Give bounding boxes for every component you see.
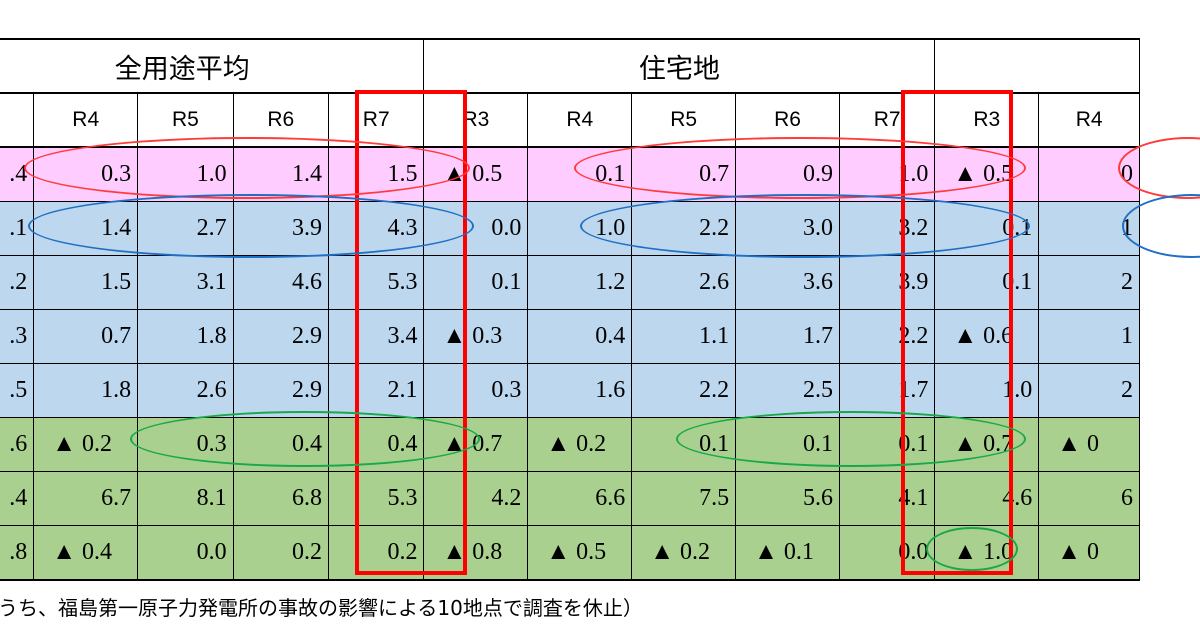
table-cell: ▲ 0.8 [423, 525, 529, 581]
highlight-box-all-uses-r7 [355, 90, 467, 575]
table-cell: 1.6 [527, 363, 633, 418]
highlight-ellipse-green-residential [676, 411, 1026, 467]
year-header-cell: R4 [33, 92, 139, 148]
table-cell: 4.2 [423, 471, 529, 526]
table-cell: 6.7 [33, 471, 139, 526]
table-cell: ▲ 0.4 [33, 525, 139, 581]
table-row: .2 1.5 3.1 4.6 5.3 0.1 1.2 2.6 3.6 3.9 0.1 2 [0, 255, 1140, 310]
table-cell: 1.1 [631, 309, 737, 364]
table-cell: ▲ 0.2 [527, 417, 633, 472]
table-cell: 6.6 [527, 471, 633, 526]
group-header-all-uses: 全用途平均 [0, 38, 425, 94]
table-cell: 1.8 [137, 309, 234, 364]
table-cell: 6.8 [232, 471, 330, 526]
group-header-row: 全用途平均 住宅地 [0, 38, 1140, 94]
highlight-ellipse-pink-all-uses [24, 137, 470, 199]
table-cell: ▲ 0.5 [527, 525, 633, 581]
table-cell: 1 [1038, 309, 1140, 364]
table-cell: 0.1 [423, 255, 529, 310]
table-cell: 3.1 [137, 255, 234, 310]
table-cell: 0.2 [232, 525, 330, 581]
table-cell: 1.7 [838, 363, 936, 418]
group-header-residential: 住宅地 [423, 38, 936, 94]
table-cell: 6 [1038, 471, 1140, 526]
table-cell: 3.9 [838, 255, 936, 310]
table-cell: 5.6 [735, 471, 840, 526]
table-cell: 5.3 [328, 471, 425, 526]
year-header-cell: R4 [1038, 92, 1140, 148]
table-cell: 3.6 [735, 255, 840, 310]
table-cell: 0.7 [33, 309, 139, 364]
table-cell: 4.1 [838, 471, 936, 526]
table-cell: ▲ 0.6 [934, 309, 1040, 364]
table-cell: ▲ 0.1 [735, 525, 840, 581]
table-cell: 2.2 [631, 363, 737, 418]
highlight-ellipse-blue-all-uses [28, 194, 474, 258]
table-cell: ▲ 0.3 [423, 309, 529, 364]
table-row: .8 ▲ 0.4 0.0 0.2 0.2 ▲ 0.8 ▲ 0.5 ▲ 0.2 ▲ 0.1 0.0 ▲… [0, 525, 1140, 581]
table-cell: .4 [0, 471, 35, 526]
table-cell: 2.6 [631, 255, 737, 310]
year-header-cell: R3 [423, 92, 529, 148]
table-cell: .6 [0, 417, 35, 472]
table-cell: 0.0 [137, 525, 234, 581]
table-cell: 0 [1038, 146, 1140, 202]
highlight-ellipse-blue-residential [580, 194, 1030, 258]
table-cell: 3.4 [328, 309, 425, 364]
table-cell: ▲ 0 [1038, 525, 1140, 581]
table-cell: 0.0 [838, 525, 936, 581]
highlight-ellipse-pink-residential [574, 137, 1026, 199]
highlight-ellipse-green-all-uses [130, 411, 480, 467]
table-cell: 0.3 [423, 363, 529, 418]
table-cell: .5 [0, 363, 35, 418]
table-cell: 2.9 [232, 309, 330, 364]
table-cell: 5.3 [328, 255, 425, 310]
table-cell: 2.5 [735, 363, 840, 418]
table-cell: 1.2 [527, 255, 633, 310]
table-cell: 1.7 [735, 309, 840, 364]
group-header-next [934, 38, 1140, 94]
table-cell: .8 [0, 525, 35, 581]
year-header-cell [0, 92, 35, 148]
table-cell: 1.8 [33, 363, 139, 418]
table-cell: 4.6 [232, 255, 330, 310]
table-cell: .2 [0, 255, 35, 310]
table-cell: 2 [1038, 255, 1140, 310]
table-cell: 7.5 [631, 471, 737, 526]
table-row: .3 0.7 1.8 2.9 3.4 ▲ 0.3 0.4 1.1 1.7 2.2 ▲ 0.6 1 [0, 309, 1140, 364]
table-cell: 2 [1038, 363, 1140, 418]
table-cell: ▲ 0.2 [631, 525, 737, 581]
table-cell: ▲ 0 [1038, 417, 1140, 472]
table-cell: 4.6 [934, 471, 1040, 526]
table-row: .4 6.7 8.1 6.8 5.3 4.2 6.6 7.5 5.6 4.1 4.6 6 [0, 471, 1140, 526]
highlight-box-residential-r7 [901, 90, 1013, 575]
table-cell: 2.2 [838, 309, 936, 364]
table-cell: .4 [0, 146, 35, 202]
table-cell: 2.6 [137, 363, 234, 418]
footnote: うち、福島第一原子力発電所の事故の影響による10地点で調査を休止） [0, 596, 643, 620]
year-header-cell: R4 [527, 92, 633, 148]
table-cell: 2.9 [232, 363, 330, 418]
table-cell: 0.1 [934, 255, 1040, 310]
highlight-ellipse-green-small [926, 527, 1018, 571]
table-cell: 0.4 [527, 309, 633, 364]
table-cell: .3 [0, 309, 35, 364]
table-cell: 1.5 [33, 255, 139, 310]
table-cell: ▲ 0.2 [33, 417, 139, 472]
table-cell: 1.0 [934, 363, 1040, 418]
table-cell: 8.1 [137, 471, 234, 526]
